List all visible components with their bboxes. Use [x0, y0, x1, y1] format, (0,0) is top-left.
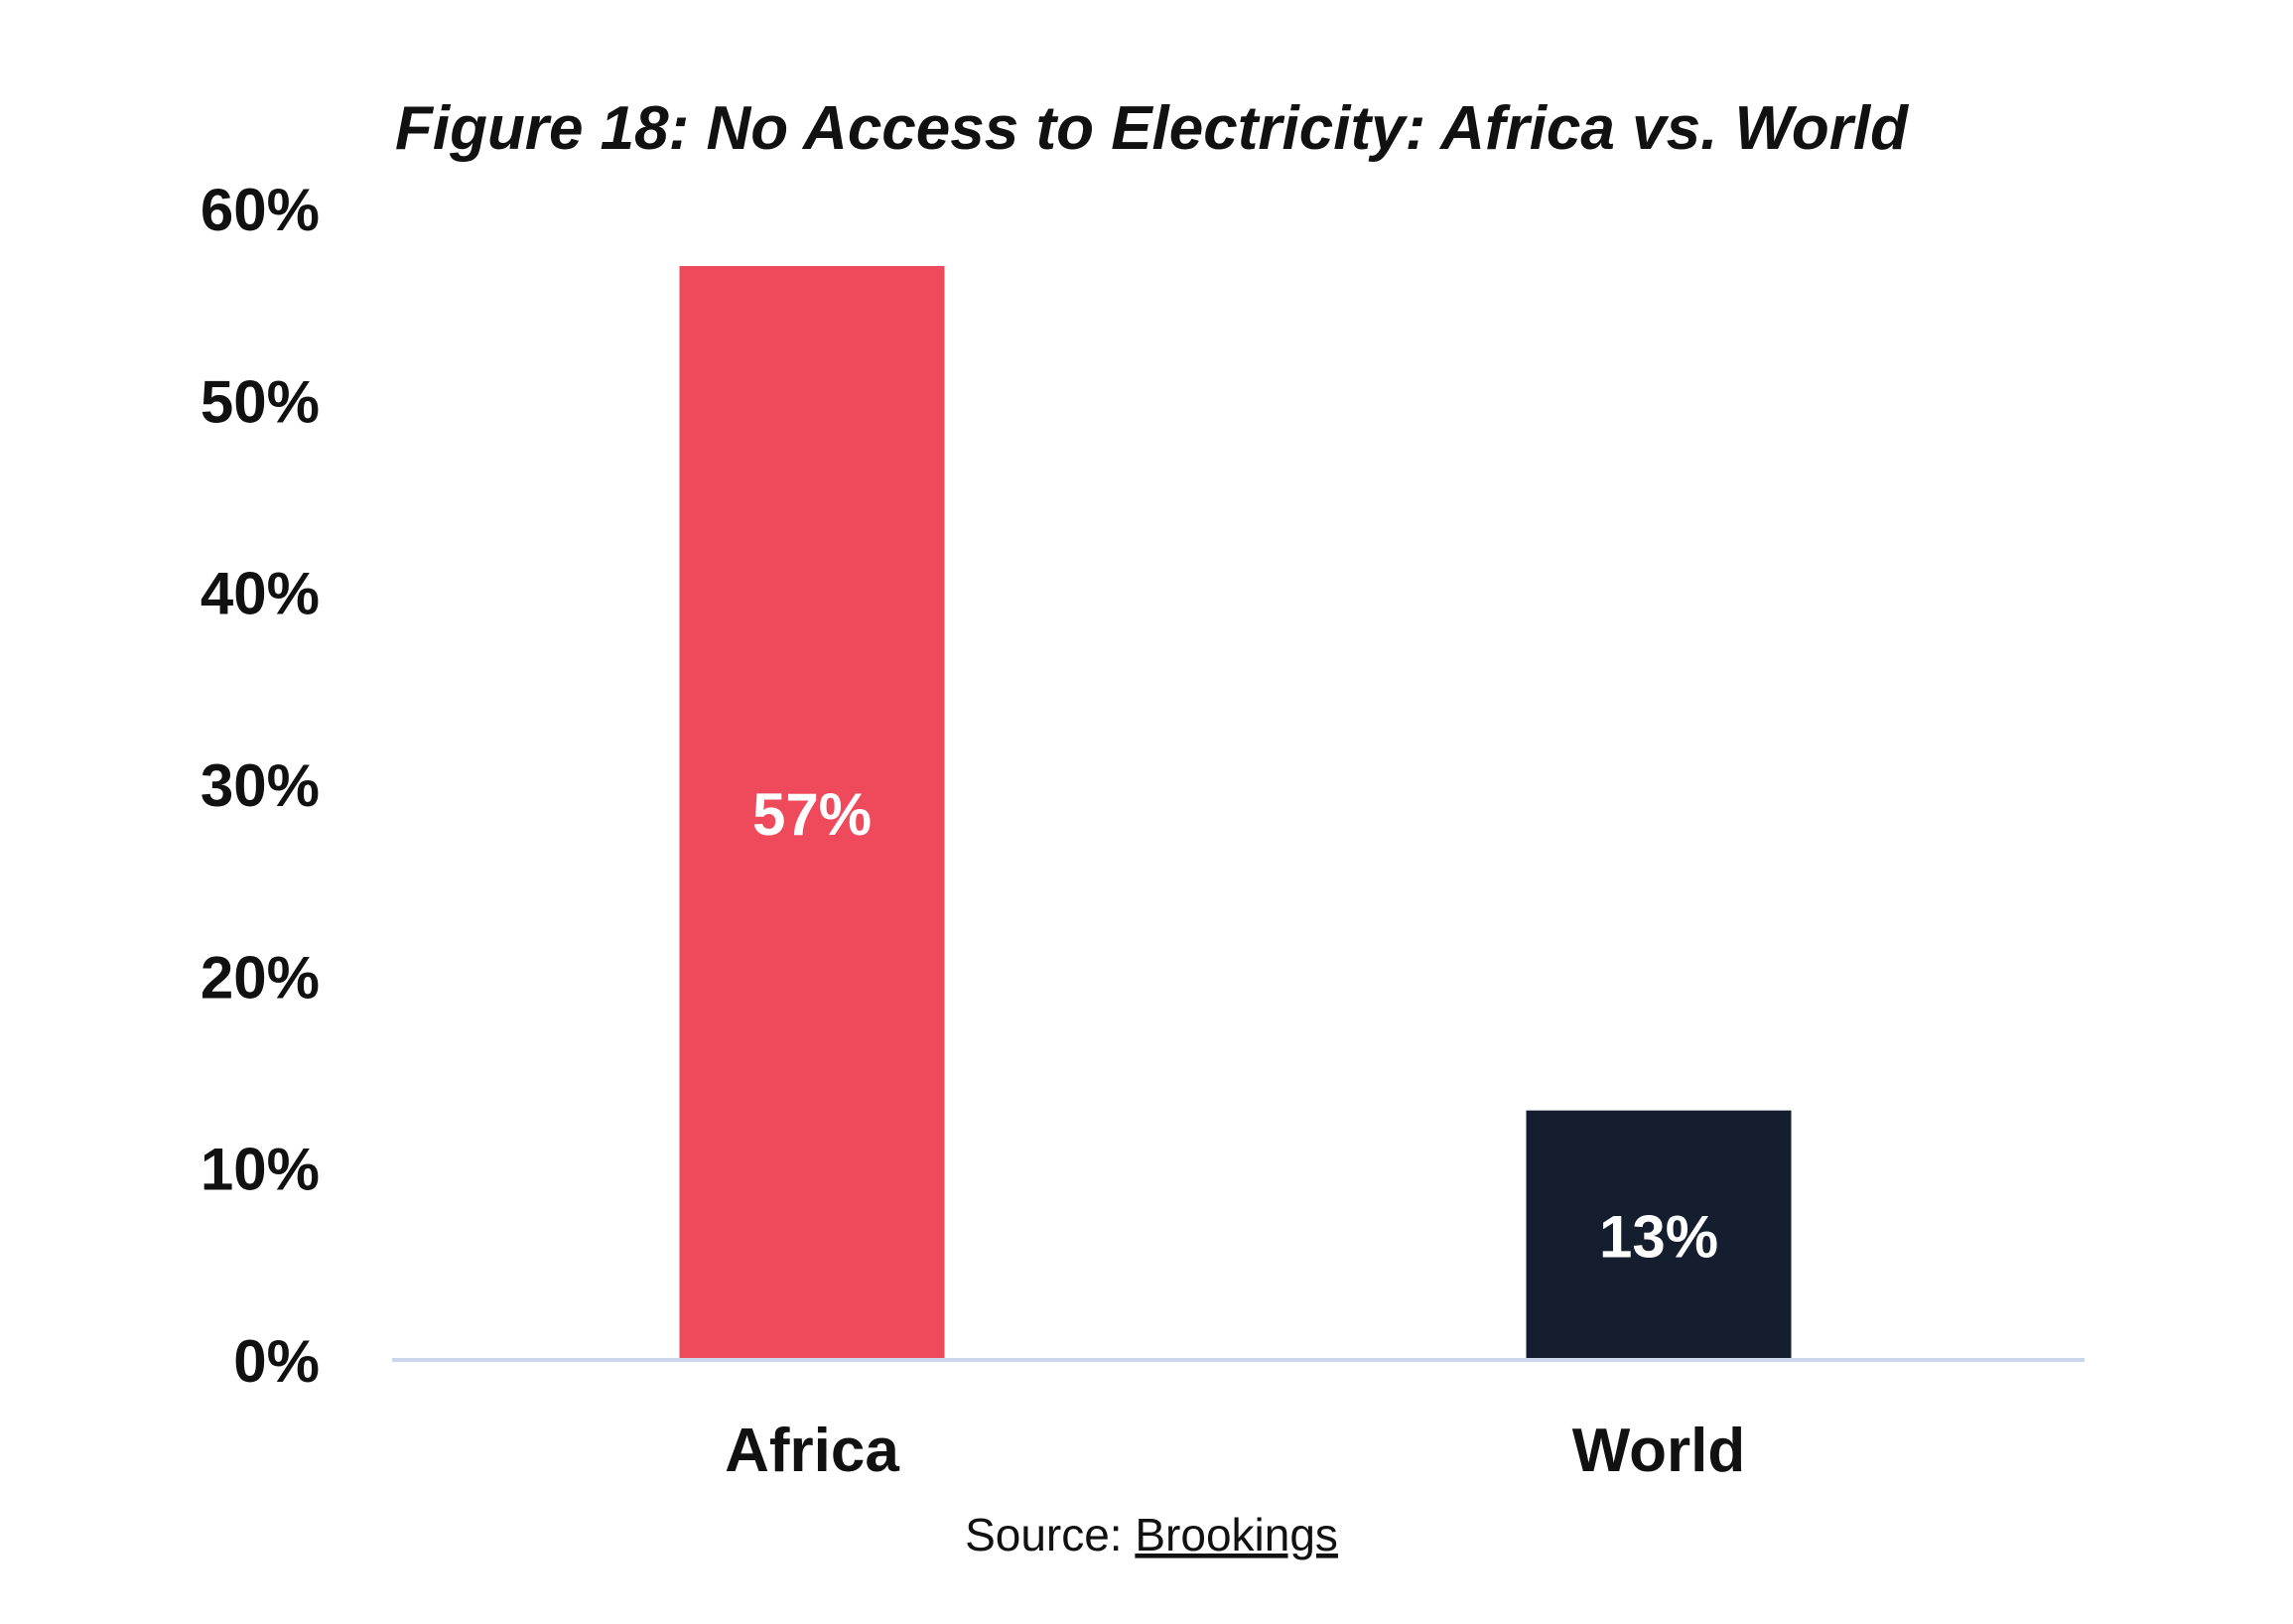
x-tick-label-africa: Africa: [725, 1417, 899, 1485]
source-prefix: Source:: [965, 1509, 1135, 1560]
y-tick-label: 0%: [233, 1328, 320, 1395]
y-tick-label: 40%: [201, 561, 320, 627]
y-tick-label: 10%: [201, 1137, 320, 1203]
bar-world: [1526, 1110, 1792, 1360]
x-tick-label-world: World: [1572, 1417, 1746, 1485]
y-tick-label: 20%: [201, 944, 320, 1011]
data-label-africa: 57%: [752, 781, 872, 848]
y-tick-label: 30%: [201, 752, 320, 819]
bars-group: 57% 13%: [679, 266, 1792, 1360]
chart-title: Figure 18: No Access to Electricity: Afr…: [395, 94, 1909, 163]
source-note: Source: Brookings: [965, 1509, 1338, 1560]
y-tick-label: 50%: [201, 368, 320, 435]
source-link[interactable]: Brookings: [1135, 1509, 1338, 1560]
data-label-world: 13%: [1599, 1203, 1718, 1270]
y-tick-label: 60%: [201, 177, 320, 243]
x-axis: Africa World: [392, 1358, 2085, 1485]
y-axis: 0% 10% 20% 30% 40% 50% 60%: [201, 177, 320, 1395]
bar-africa: [679, 266, 945, 1360]
